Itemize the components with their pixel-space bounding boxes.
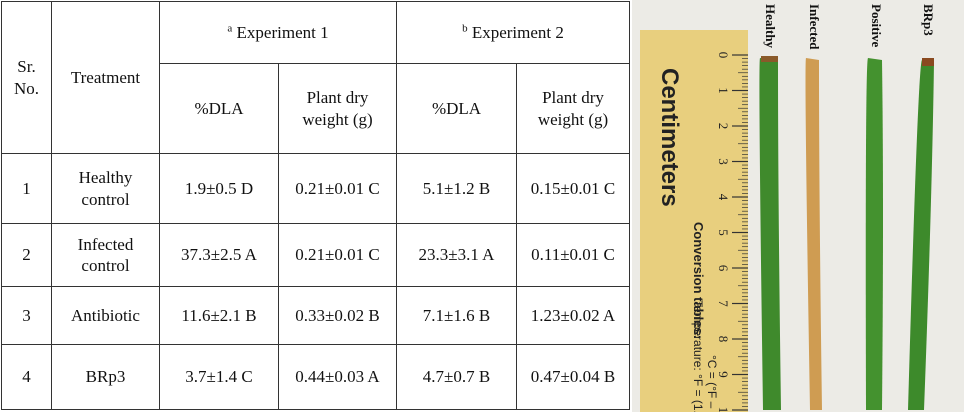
leaf [865, 58, 883, 410]
ruler-number: 1 [716, 407, 731, 412]
superscript: a [227, 22, 233, 35]
table-cell: 37.3±2.5 A [159, 223, 279, 287]
ruler-number: 0 [716, 52, 731, 59]
table-cell: 1 [1, 153, 52, 224]
table-cell: 23.3±3.1 A [396, 223, 517, 287]
results-table: Sr. No. Treatment a Experiment 1 b Exper… [1, 1, 630, 410]
subheader-cell: Plant dry weight (g) [516, 63, 630, 154]
table-cell: 11.6±2.1 B [159, 286, 279, 345]
ruler-number: 2 [716, 123, 731, 130]
ruler-text: Conversion tables: [691, 222, 706, 339]
table-cell: BRp3 [51, 344, 160, 410]
leaf-label: Positive [869, 4, 884, 48]
experiment-title: Experiment 1 [236, 22, 329, 42]
table-row: 3 Antibiotic 11.6±2.1 B 0.33±0.02 B 7.1±1.6 … [1, 286, 630, 345]
header-cell: Treatment [51, 1, 160, 154]
ruler-number: 3 [716, 158, 731, 165]
table-cell: 0.15±0.01 C [516, 153, 630, 224]
table-cell: 0.47±0.04 B [516, 344, 630, 410]
ruler-text: Centimeters [656, 68, 683, 207]
ruler-number: 9 [716, 371, 731, 378]
table-row: 2 Infected control 37.3±2.5 A 0.21±0.01 C 23… [1, 223, 630, 287]
superscript: b [462, 22, 468, 35]
ruler-number: 6 [716, 265, 731, 272]
table-cell: 3.7±1.4 C [159, 344, 279, 410]
table-cell: 1.23±0.02 A [516, 286, 630, 345]
table-cell: 4 [1, 344, 52, 410]
leaf-tip [922, 58, 934, 66]
ruler-number: 4 [716, 194, 731, 201]
table-row: 4 BRp3 3.7±1.4 C 0.44±0.03 A 4.7±0.7 B 0.47±0… [1, 344, 630, 410]
table-cell: 2 [1, 223, 52, 287]
ruler-number: 1 [716, 87, 731, 94]
leaf [805, 58, 822, 410]
table-cell: Healthy control [51, 153, 160, 224]
leaf-label: BRp3 [921, 4, 936, 36]
subheader-cell: Plant dry weight (g) [278, 63, 397, 154]
table-cell: 5.1±1.2 B [396, 153, 517, 224]
header-cell: a Experiment 1 [159, 1, 397, 64]
subheader-cell: %DLA [396, 63, 517, 154]
table-cell: Infected control [51, 223, 160, 287]
ruler-text: Temperature: °F = (1.8 x [691, 300, 705, 412]
table-cell: 3 [1, 286, 52, 345]
table-cell: Antibiotic [51, 286, 160, 345]
subheader-cell: %DLA [159, 63, 279, 154]
table-cell: 0.21±0.01 C [278, 223, 397, 287]
header-cell: b Experiment 2 [396, 1, 630, 64]
table-cell: 0.21±0.01 C [278, 153, 397, 224]
table-cell: 1.9±0.5 D [159, 153, 279, 224]
table-cell: 4.7±0.7 B [396, 344, 517, 410]
leaf [908, 60, 934, 410]
table-cell: 0.11±0.01 C [516, 223, 630, 287]
leaf [759, 58, 781, 410]
table-cell: 0.33±0.02 B [278, 286, 397, 345]
table-row: 1 Healthy control 1.9±0.5 D 0.21±0.01 C 5.1±… [1, 153, 630, 224]
experiment-title: Experiment 2 [471, 22, 564, 42]
table-cell: 7.1±1.6 B [396, 286, 517, 345]
ruler-text: °C = (°F – [705, 355, 719, 409]
leaf-tip [761, 56, 778, 62]
leaf-label: Healthy [763, 4, 778, 49]
ruler-number: 7 [716, 300, 731, 307]
table-cell: 0.44±0.03 A [278, 344, 397, 410]
leaf-label: Infected [807, 4, 822, 50]
leaf-photo: 0 1 2 3 4 5 6 7 8 9 1 Centimeters Conversion tables… [632, 0, 964, 412]
header-cell: Sr. No. [1, 1, 52, 154]
ruler-number: 5 [716, 229, 731, 236]
ruler-number: 8 [716, 336, 731, 343]
ruler [640, 30, 748, 412]
